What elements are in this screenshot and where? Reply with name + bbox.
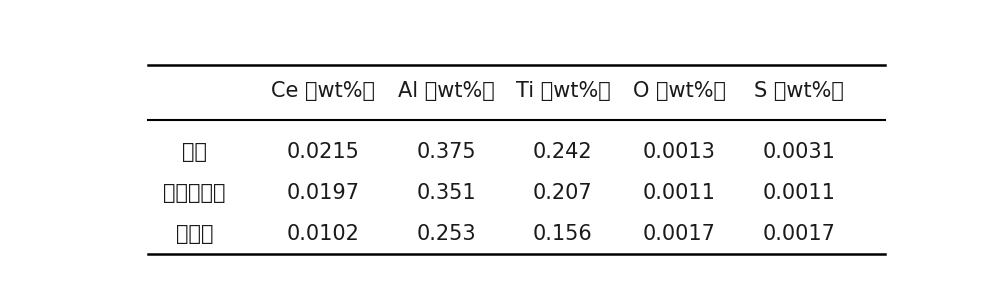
Text: 0.0215: 0.0215	[286, 142, 359, 161]
Text: 三七渣: 三七渣	[176, 224, 214, 244]
Text: 0.0031: 0.0031	[763, 142, 836, 161]
Text: Ce （wt%）: Ce （wt%）	[271, 81, 375, 101]
Text: 电极: 电极	[182, 142, 207, 161]
Text: 0.0197: 0.0197	[286, 183, 359, 203]
Text: O （wt%）: O （wt%）	[633, 81, 726, 101]
Text: S （wt%）: S （wt%）	[754, 81, 844, 101]
Text: 0.242: 0.242	[533, 142, 593, 161]
Text: 0.0102: 0.0102	[286, 224, 359, 244]
Text: Al （wt%）: Al （wt%）	[398, 81, 495, 101]
Text: 本发明渣系: 本发明渣系	[164, 183, 226, 203]
Text: Ti （wt%）: Ti （wt%）	[516, 81, 610, 101]
Text: 0.156: 0.156	[533, 224, 593, 244]
Text: 0.0011: 0.0011	[763, 183, 836, 203]
Text: 0.0013: 0.0013	[643, 142, 716, 161]
Text: 0.351: 0.351	[417, 183, 476, 203]
Text: 0.375: 0.375	[417, 142, 476, 161]
Text: 0.0017: 0.0017	[763, 224, 836, 244]
Text: 0.0011: 0.0011	[643, 183, 716, 203]
Text: 0.0017: 0.0017	[643, 224, 716, 244]
Text: 0.207: 0.207	[533, 183, 593, 203]
Text: 0.253: 0.253	[417, 224, 476, 244]
